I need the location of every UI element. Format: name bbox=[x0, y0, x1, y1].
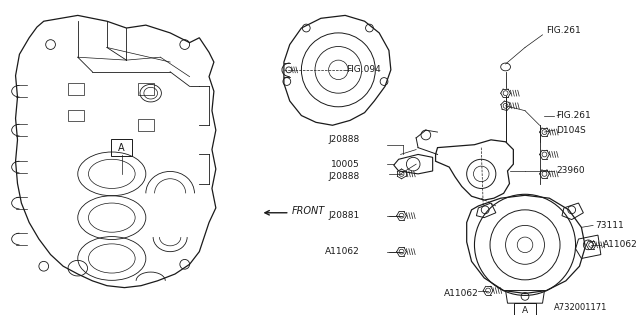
Text: 10005: 10005 bbox=[331, 160, 360, 169]
Text: J20881: J20881 bbox=[328, 211, 360, 220]
Text: A: A bbox=[118, 143, 125, 153]
Text: J20888: J20888 bbox=[328, 135, 360, 144]
Text: A732001171: A732001171 bbox=[554, 303, 607, 312]
Text: FRONT: FRONT bbox=[292, 206, 325, 216]
Text: A: A bbox=[522, 307, 528, 316]
Text: J20888: J20888 bbox=[328, 172, 360, 181]
Text: D104S: D104S bbox=[556, 126, 586, 135]
Text: 73111: 73111 bbox=[595, 221, 624, 230]
Text: A11062: A11062 bbox=[603, 240, 637, 249]
Text: A11062: A11062 bbox=[325, 247, 360, 256]
Text: 23960: 23960 bbox=[556, 166, 585, 175]
Text: FIG.094: FIG.094 bbox=[346, 65, 381, 74]
Text: A11062: A11062 bbox=[444, 289, 478, 298]
Text: FIG.261: FIG.261 bbox=[556, 111, 591, 120]
Text: FIG.261: FIG.261 bbox=[547, 27, 581, 36]
